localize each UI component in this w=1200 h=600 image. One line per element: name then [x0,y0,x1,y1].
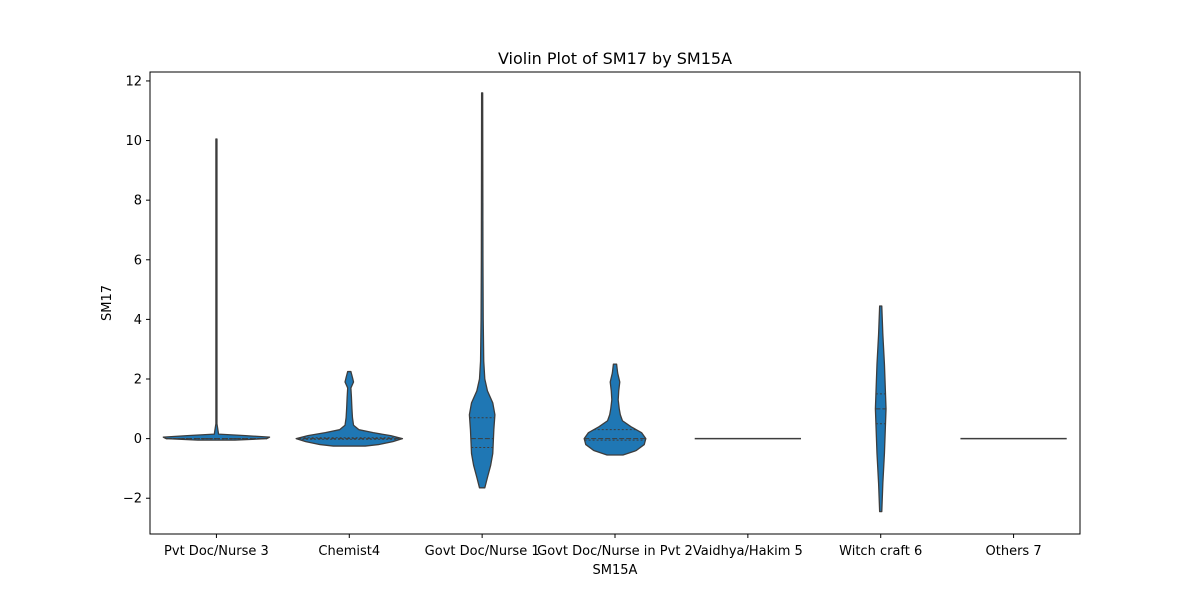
x-tick-label: Chemist4 [318,544,380,559]
y-tick-label: 4 [134,313,142,328]
y-tick-label: 0 [134,432,142,447]
x-tick-label: Vaidhya/Hakim 5 [693,544,803,559]
y-tick-label: 2 [134,373,142,388]
y-axis: −2 0 2 4 6 8 10 12 [123,74,150,507]
x-tick-label: Others 7 [986,544,1042,559]
violin-6 [874,305,887,513]
violin-body [295,370,404,447]
y-tick-label: 12 [125,74,142,89]
x-tick-label: Witch craft 6 [839,544,922,559]
violin-body [874,305,887,513]
x-axis-label: SM15A [593,563,638,578]
x-tick-label: Govt Doc/Nurse 1 [425,544,540,559]
violin-1 [162,138,271,441]
plot-frame [149,71,1081,535]
y-tick-label: 6 [134,253,142,268]
violin-3 [468,92,496,489]
violin-body [162,138,271,441]
y-tick-label: 10 [125,134,142,149]
violin-2 [295,370,404,447]
x-tick-label: Govt Doc/Nurse in Pvt 2 [537,544,693,559]
y-tick-label: 8 [134,194,142,209]
chart-title: Violin Plot of SM17 by SM15A [498,49,732,68]
y-axis-label: SM17 [100,285,115,321]
violin-body [583,363,647,456]
violin-body [468,92,496,489]
violin-group [162,92,1067,513]
x-tick-label: Pvt Doc/Nurse 3 [164,544,269,559]
x-axis: Pvt Doc/Nurse 3 Chemist4 Govt Doc/Nurse 1G… [164,534,1042,559]
y-tick-label: −2 [123,492,142,507]
violin-4 [583,363,647,456]
